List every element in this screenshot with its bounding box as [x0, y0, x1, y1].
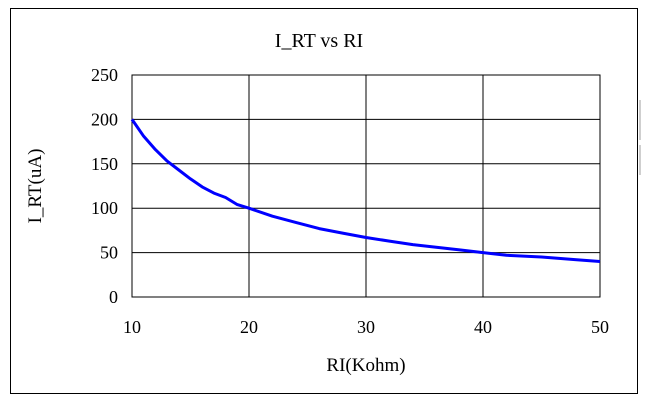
y-tick-label: 50 — [100, 243, 118, 263]
x-tick-label: 30 — [357, 317, 375, 337]
edge-artifact — [639, 100, 641, 140]
line-chart: I_RT vs RI 0 50 100 150 200 250 10 20 30 40 50 RI(… — [25, 30, 609, 376]
chart-frame: I_RT vs RI 0 50 100 150 200 250 10 20 30 40 50 RI(… — [10, 8, 638, 394]
y-tick-label: 250 — [91, 65, 118, 85]
x-tick-label: 20 — [240, 317, 258, 337]
y-tick-label: 150 — [91, 154, 118, 174]
y-tick-label: 0 — [109, 287, 118, 307]
y-tick-label: 100 — [91, 198, 118, 218]
chart-title: I_RT vs RI — [275, 30, 363, 52]
edge-artifact — [639, 145, 641, 175]
grid-lines — [132, 75, 600, 297]
series-line — [130, 118, 601, 263]
y-axis-label: I_RT(uA) — [25, 149, 46, 224]
series-layer — [130, 118, 601, 263]
x-axis-label: RI(Kohm) — [326, 355, 405, 376]
y-tick-label: 200 — [91, 109, 118, 129]
tick-labels: 0 50 100 150 200 250 10 20 30 40 50 — [91, 65, 609, 337]
x-tick-label: 40 — [474, 317, 492, 337]
x-tick-label: 10 — [123, 317, 141, 337]
x-tick-label: 50 — [591, 317, 609, 337]
